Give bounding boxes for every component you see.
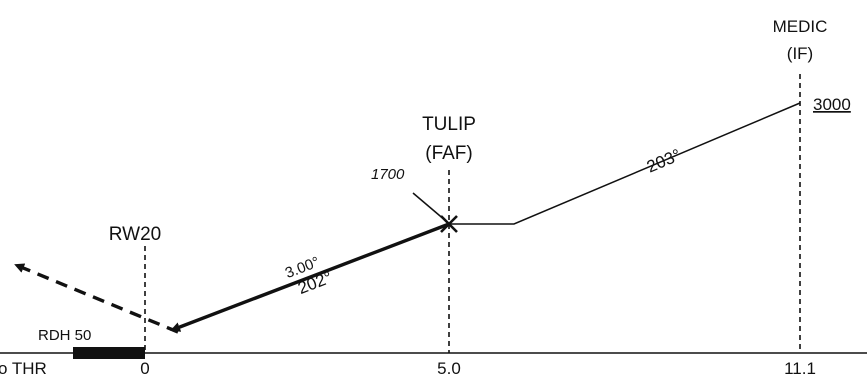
- final-approach-segment: [170, 222, 450, 332]
- intermediate-course-label: 203°: [644, 145, 684, 176]
- medic-fix-name: MEDIC: [773, 17, 828, 36]
- runway-distance-label: 0: [140, 359, 149, 378]
- medic-distance-label: 11.1: [784, 359, 816, 378]
- runway-bar: [73, 347, 145, 359]
- tulip-fix-role: (FAF): [425, 143, 473, 164]
- altitude-leader-line: [412, 192, 447, 222]
- threshold-axis-label: o THR: [0, 359, 47, 378]
- medic-fix-role: (IF): [787, 44, 813, 63]
- rdh-label: RDH 50: [38, 327, 91, 344]
- missed-approach-path: [14, 263, 179, 334]
- medic-altitude: 3000: [813, 95, 851, 114]
- tulip-distance-label: 5.0: [437, 359, 461, 378]
- tulip-fix-name: TULIP: [422, 114, 476, 135]
- runway-name: RW20: [109, 224, 161, 245]
- intermediate-segment: [449, 102, 801, 225]
- tulip-altitude: 1700: [371, 166, 405, 183]
